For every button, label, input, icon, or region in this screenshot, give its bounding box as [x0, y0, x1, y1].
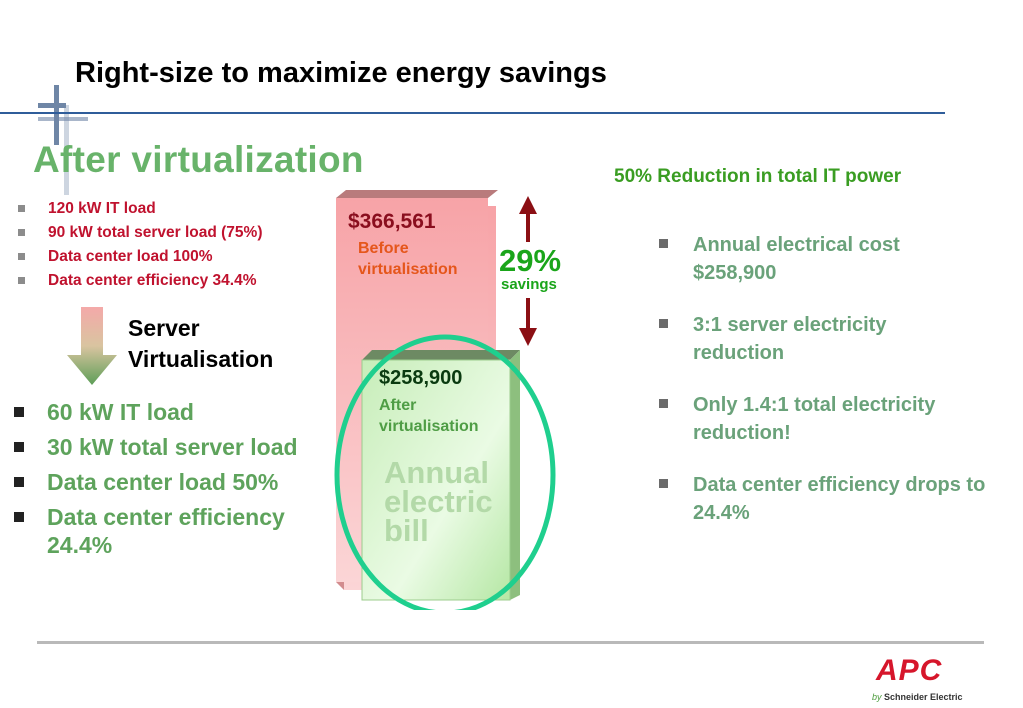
list-item: Data center efficiency drops to 24.4%	[659, 471, 1019, 527]
list-item: 120 kW IT load	[18, 200, 263, 224]
apc-logo: APC by Schneider Electric	[872, 654, 970, 706]
before-cost-value: $366,561	[348, 210, 436, 233]
cost-bars-graphic	[334, 190, 556, 610]
down-arrow-icon	[67, 307, 117, 385]
bullet-icon	[18, 253, 25, 260]
reduction-heading: 50% Reduction in total IT power	[614, 166, 902, 187]
bullet-icon	[18, 229, 25, 236]
highlight-ellipse	[334, 334, 556, 610]
list-item: 3:1 server electricity reduction	[659, 311, 1019, 367]
before-caption: Before virtualisation	[358, 240, 458, 278]
bullet-icon	[14, 407, 24, 417]
list-item: 90 kW total server load (75%)	[18, 224, 263, 248]
list-item: Data center load 100%	[18, 248, 263, 272]
title-rule	[0, 112, 945, 114]
list-item: Data center load 50%	[14, 468, 347, 496]
logo-company: by Schneider Electric	[872, 692, 963, 702]
list-item: 60 kW IT load	[14, 398, 347, 426]
list-item: Annual electrical cost $258,900	[659, 231, 1019, 287]
section-subtitle: After virtualization	[33, 139, 364, 180]
bullet-icon	[14, 477, 24, 487]
after-caption: After virtualisation	[379, 397, 479, 435]
bullet-icon	[18, 277, 25, 284]
list-item: Data center efficiency 34.4%	[18, 272, 263, 296]
cross-decoration	[35, 85, 95, 195]
list-item: Data center efficiency 24.4%	[14, 503, 347, 559]
savings-percent: 29%	[499, 243, 562, 278]
transition-label: Server Virtualisation	[128, 315, 274, 372]
logo-brand: APC	[876, 654, 943, 687]
bullet-icon	[14, 442, 24, 452]
after-list: 60 kW IT load 30 kW total server load Da…	[14, 398, 347, 566]
bullet-icon	[659, 479, 668, 488]
right-list: Annual electrical cost $258,900 3:1 serv…	[659, 231, 1019, 527]
list-item: Only 1.4:1 total electricity reduction!	[659, 391, 1019, 447]
savings-label: savings	[501, 276, 557, 293]
page-title: Right-size to maximize energy savings	[75, 57, 607, 89]
after-bar	[361, 350, 520, 601]
bullet-icon	[659, 399, 668, 408]
before-list: 120 kW IT load 90 kW total server load (…	[18, 200, 263, 296]
bullet-icon	[659, 319, 668, 328]
bullet-icon	[18, 205, 25, 212]
list-item: 30 kW total server load	[14, 433, 347, 461]
footer-rule	[37, 641, 984, 644]
bullet-icon	[659, 239, 668, 248]
bullet-icon	[14, 512, 24, 522]
savings-arrow-icon	[519, 196, 537, 346]
after-cost-value: $258,900	[379, 367, 463, 389]
annual-bill-label: Annual electric bill	[384, 455, 493, 548]
